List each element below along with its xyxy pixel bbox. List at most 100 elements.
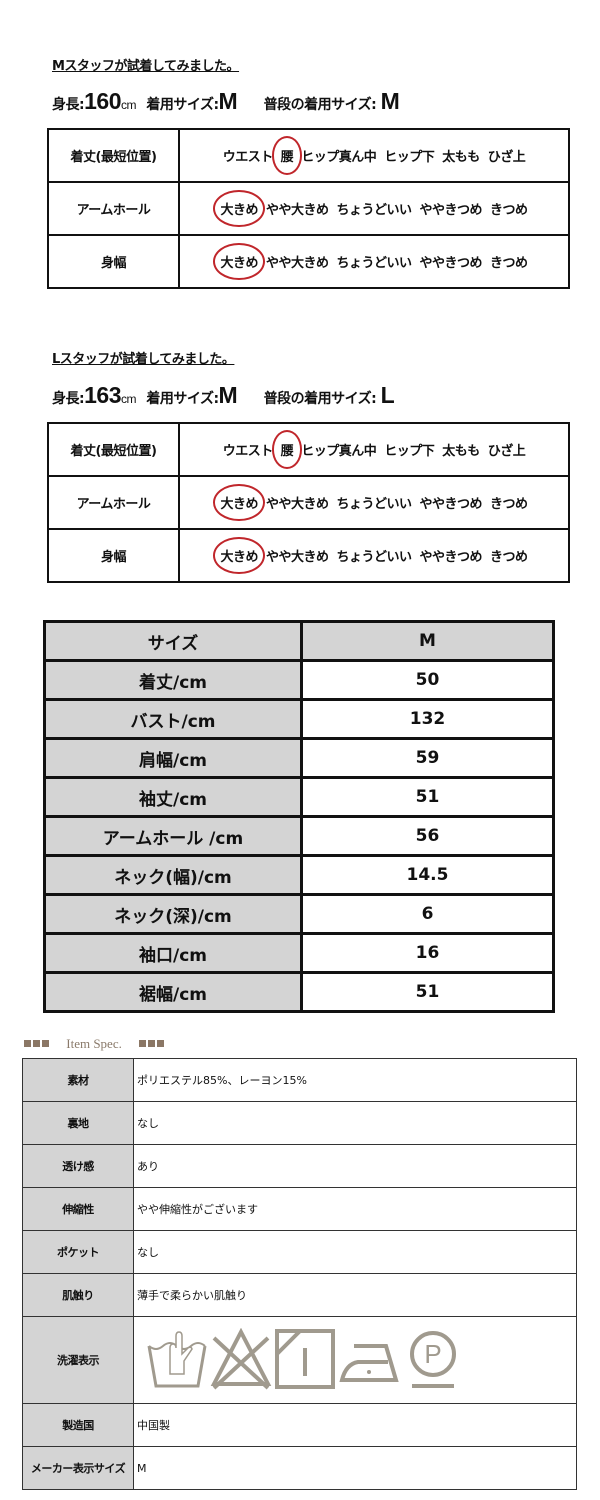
fit-options: 大きめ やや大きめ ちょうどいい ややきつめ きつめ — [178, 528, 570, 583]
size-row: ネック(深)/cm 6 — [43, 893, 555, 935]
fit-options: 大きめ やや大きめ ちょうどいい ややきつめ きつめ — [178, 181, 570, 236]
fit-option-selected: 腰 — [272, 430, 302, 469]
line-dry-shade-icon — [274, 1328, 336, 1393]
spec-value: あり — [133, 1144, 577, 1188]
fit-row-label: アームホール — [47, 181, 180, 236]
spec-label: メーカー表示サイズ — [22, 1446, 134, 1490]
square-icon — [33, 1040, 40, 1047]
dry-clean-p-icon: P — [402, 1328, 464, 1393]
fit-option: きつめ — [490, 550, 528, 565]
fit-option: ウエスト — [222, 150, 274, 165]
fit-row: 着丈(最短位置) ウエスト腰ヒップ真ん中 ヒップ下 太もも ひざ上 — [47, 422, 570, 477]
fit-row: 身幅 大きめ やや大きめ ちょうどいい ややきつめ きつめ — [47, 234, 570, 289]
fit-option-selected: 腰 — [272, 136, 302, 175]
fit-option: ちょうどいい — [336, 256, 412, 271]
spec-value: 中国製 — [133, 1403, 577, 1447]
size-table: サイズ M 着丈/cm 50 バスト/cm 132 肩幅/cm 59 袖丈/cm 51 アームホ… — [43, 620, 555, 1013]
size-row-label: 着丈/cm — [43, 659, 303, 701]
care-icons: P — [133, 1316, 577, 1404]
svg-text:P: P — [424, 1339, 441, 1369]
fit-option: ちょうどいい — [336, 550, 412, 565]
fit-option: やや大きめ — [265, 550, 329, 565]
square-icon — [139, 1040, 147, 1047]
spec-label: ポケット — [22, 1230, 134, 1274]
spec-row: 裏地 なし — [22, 1101, 577, 1145]
spec-label: 裏地 — [22, 1101, 134, 1145]
hand-wash-icon — [146, 1328, 208, 1393]
fit-option: 太もも — [442, 150, 480, 165]
no-bleach-icon — [210, 1327, 272, 1393]
spec-row: 洗濯表示 P — [22, 1316, 577, 1404]
fit-options: ウエスト腰ヒップ真ん中 ヒップ下 太もも ひざ上 — [178, 422, 570, 477]
size-row-label: 袖口/cm — [43, 932, 303, 974]
size-row-label: アームホール /cm — [43, 815, 303, 857]
size-row-value: 51 — [300, 971, 555, 1013]
fit-options: ウエスト腰ヒップ真ん中 ヒップ下 太もも ひざ上 — [178, 128, 570, 183]
spec-row: メーカー表示サイズ M — [22, 1446, 577, 1490]
item-spec-table: 素材 ポリエステル85%、レーヨン15% 裏地 なし 透け感 あり 伸縮性 やや伸縮性がござい… — [22, 1058, 577, 1490]
fit-row-label: 着丈(最短位置) — [47, 128, 180, 183]
spec-row: 素材 ポリエステル85%、レーヨン15% — [22, 1058, 577, 1102]
size-header-row: サイズ M — [43, 620, 555, 662]
spec-label: 肌触り — [22, 1273, 134, 1317]
fit-option: ヒップ下 — [384, 150, 435, 165]
fit-option: きつめ — [490, 203, 528, 218]
fit-option: ややきつめ — [419, 550, 483, 565]
size-header-value: M — [300, 620, 555, 662]
fit-option-selected: 大きめ — [213, 537, 265, 574]
size-row: バスト/cm 132 — [43, 698, 555, 740]
spec-row: ポケット なし — [22, 1230, 577, 1274]
fit-option-selected: 大きめ — [213, 190, 265, 227]
spec-row: 透け感 あり — [22, 1144, 577, 1188]
square-icon — [157, 1040, 165, 1047]
fit-row-label: アームホール — [47, 475, 180, 530]
fit-option: ウエスト — [222, 444, 274, 459]
fit-option-selected: 大きめ — [213, 243, 265, 280]
size-row-value: 6 — [300, 893, 555, 935]
spec-row: 肌触り 薄手で柔らかい肌触り — [22, 1273, 577, 1317]
staff-m-info: 身長:160cm 着用サイズ:M 普段の着用サイズ: M — [52, 88, 400, 114]
size-row-value: 50 — [300, 659, 555, 701]
spec-label: 伸縮性 — [22, 1187, 134, 1231]
size-row-value: 56 — [300, 815, 555, 857]
spec-value: なし — [133, 1230, 577, 1274]
square-icon — [148, 1040, 156, 1047]
size-row-value: 132 — [300, 698, 555, 740]
size-row-value: 51 — [300, 776, 555, 818]
fit-option: 太もも — [442, 444, 480, 459]
size-row: 肩幅/cm 59 — [43, 737, 555, 779]
size-row-value: 14.5 — [300, 854, 555, 896]
fit-option: やや大きめ — [265, 203, 329, 218]
size-row-value: 16 — [300, 932, 555, 974]
fit-option: きつめ — [490, 497, 528, 512]
fit-option: きつめ — [490, 256, 528, 271]
size-row: 裾幅/cm 51 — [43, 971, 555, 1013]
fit-options: 大きめ やや大きめ ちょうどいい ややきつめ きつめ — [178, 234, 570, 289]
spec-value: やや伸縮性がございます — [133, 1187, 577, 1231]
staff-l-fit-table: 着丈(最短位置) ウエスト腰ヒップ真ん中 ヒップ下 太もも ひざ上 アームホール 大きめ やや… — [47, 422, 570, 583]
fit-option: ややきつめ — [419, 203, 483, 218]
square-icon — [24, 1040, 31, 1047]
spec-label: 製造国 — [22, 1403, 134, 1447]
spec-value: ポリエステル85%、レーヨン15% — [133, 1058, 577, 1102]
fit-option: ちょうどいい — [336, 497, 412, 512]
size-header-label: サイズ — [43, 620, 303, 662]
fit-row-label: 着丈(最短位置) — [47, 422, 180, 477]
low-iron-icon — [338, 1328, 400, 1393]
staff-l-title: Lスタッフが試着してみました。 — [52, 352, 235, 367]
fit-option: やや大きめ — [265, 497, 329, 512]
fit-row-label: 身幅 — [47, 234, 180, 289]
size-row: アームホール /cm 56 — [43, 815, 555, 857]
fit-option: ヒップ真ん中 — [301, 150, 377, 165]
size-row: 袖丈/cm 51 — [43, 776, 555, 818]
spec-row: 製造国 中国製 — [22, 1403, 577, 1447]
fit-row: アームホール 大きめ やや大きめ ちょうどいい ややきつめ きつめ — [47, 181, 570, 236]
item-spec-heading: Item Spec. — [24, 1036, 166, 1052]
size-row: 着丈/cm 50 — [43, 659, 555, 701]
fit-row: アームホール 大きめ やや大きめ ちょうどいい ややきつめ きつめ — [47, 475, 570, 530]
staff-l-info: 身長:163cm 着用サイズ:M 普段の着用サイズ: L — [52, 382, 395, 408]
fit-option: ひざ上 — [487, 444, 526, 459]
size-row: 袖口/cm 16 — [43, 932, 555, 974]
staff-m-title: Mスタッフが試着してみました。 — [52, 59, 240, 74]
fit-options: 大きめ やや大きめ ちょうどいい ややきつめ きつめ — [178, 475, 570, 530]
